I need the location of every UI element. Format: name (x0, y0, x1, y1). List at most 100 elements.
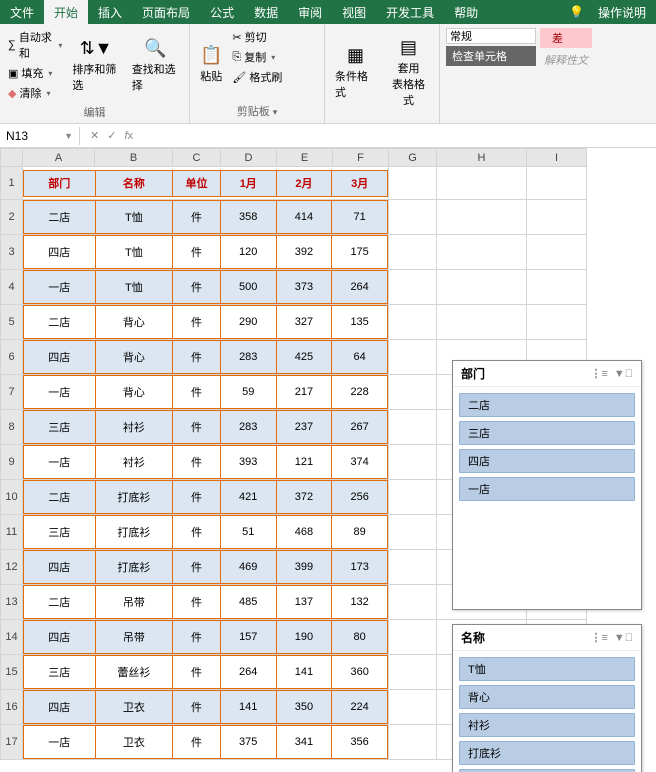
tab-data[interactable]: 数据 (244, 0, 288, 24)
cell-m1[interactable]: 51 (220, 516, 276, 549)
cell-name[interactable]: 打底衫 (95, 481, 173, 514)
row-header[interactable]: 15 (1, 655, 23, 690)
col-header[interactable]: G (389, 149, 437, 167)
tab-insert[interactable]: 插入 (88, 0, 132, 24)
cell-dept[interactable]: 四店 (24, 551, 96, 584)
cell-m2[interactable]: 121 (276, 446, 332, 479)
slicer-item[interactable]: 背心 (459, 685, 635, 709)
cell-dept[interactable]: 一店 (24, 726, 96, 759)
col-header[interactable]: E (277, 149, 333, 167)
fill-button[interactable]: ▣填充 (6, 64, 64, 82)
bad-cell-style[interactable]: 差 (540, 28, 592, 48)
cell-m3[interactable]: 89 (332, 516, 388, 549)
cell-m1[interactable]: 469 (220, 551, 276, 584)
col-header[interactable]: A (23, 149, 95, 167)
slicer-item[interactable]: 四店 (459, 449, 635, 473)
cell-m3[interactable]: 228 (332, 376, 388, 409)
tab-view[interactable]: 视图 (332, 0, 376, 24)
cell-dept[interactable]: 二店 (24, 586, 96, 619)
slicer-item[interactable]: 一店 (459, 477, 635, 501)
cell-dept[interactable]: 一店 (24, 376, 96, 409)
cell-unit[interactable]: 件 (173, 481, 221, 514)
cell-m2[interactable]: 373 (276, 271, 332, 304)
cell-m2[interactable]: 468 (276, 516, 332, 549)
find-select-button[interactable]: 🔍查找和选择 (128, 28, 183, 102)
cell-dept[interactable]: 三店 (24, 411, 96, 444)
conditional-format-button[interactable]: ▦条件格式 (331, 28, 380, 117)
format-painter-button[interactable]: 🖌格式刷 (230, 68, 284, 86)
cell-m3[interactable]: 71 (332, 201, 388, 234)
row-header[interactable]: 14 (1, 620, 23, 655)
cell-name[interactable]: 卫衣 (95, 691, 173, 724)
row-header[interactable]: 4 (1, 270, 23, 305)
slicer-item[interactable]: 三店 (459, 421, 635, 445)
cell-unit[interactable]: 件 (173, 446, 221, 479)
cell-name[interactable]: T恤 (95, 271, 173, 304)
cell-unit[interactable]: 件 (173, 376, 221, 409)
cell-name[interactable]: 打底衫 (95, 551, 173, 584)
col-header[interactable]: F (333, 149, 389, 167)
multiselect-icon[interactable]: ⋮≡ (590, 367, 607, 380)
cell-m3[interactable]: 267 (332, 411, 388, 444)
cell-unit[interactable]: 件 (173, 691, 221, 724)
col-header[interactable]: D (221, 149, 277, 167)
cell-name[interactable]: 背心 (95, 341, 173, 374)
slicer-item[interactable]: 二店 (459, 393, 635, 417)
cell-name[interactable]: T恤 (95, 236, 173, 269)
cell-name[interactable]: 衬衫 (95, 411, 173, 444)
cell-m3[interactable]: 374 (332, 446, 388, 479)
cell-unit[interactable]: 件 (173, 726, 221, 759)
row-header[interactable]: 11 (1, 515, 23, 550)
col-header[interactable]: B (95, 149, 173, 167)
check-cell-style[interactable]: 检查单元格 (446, 46, 536, 66)
name-box[interactable]: N13▼ (0, 127, 80, 145)
multiselect-icon[interactable]: ⋮≡ (590, 631, 607, 644)
cell-name[interactable]: 背心 (95, 306, 173, 339)
cell-name[interactable]: 卫衣 (95, 726, 173, 759)
cell-unit[interactable]: 件 (173, 516, 221, 549)
cell-name[interactable]: T恤 (95, 201, 173, 234)
tab-dev[interactable]: 开发工具 (376, 0, 444, 24)
cell-m2[interactable]: 425 (276, 341, 332, 374)
row-header[interactable]: 8 (1, 410, 23, 445)
cell-unit[interactable]: 件 (173, 306, 221, 339)
cell-unit[interactable]: 件 (173, 656, 221, 689)
cell-m3[interactable]: 132 (332, 586, 388, 619)
tab-help[interactable]: 帮助 (444, 0, 488, 24)
slicer-name[interactable]: 名称 ⋮≡ ▼⃠ T恤背心衬衫打底衫吊带蕾丝衫卫衣 (452, 624, 642, 772)
cell-dept[interactable]: 四店 (24, 621, 96, 654)
cell-name[interactable]: 背心 (95, 376, 173, 409)
cell-m2[interactable]: 141 (276, 656, 332, 689)
cell-m2[interactable]: 350 (276, 691, 332, 724)
cell-m1[interactable]: 393 (220, 446, 276, 479)
table-format-button[interactable]: ▤套用 表格格式 (384, 28, 433, 117)
cell-m2[interactable]: 217 (276, 376, 332, 409)
tab-formula[interactable]: 公式 (200, 0, 244, 24)
copy-button[interactable]: ⎘复制 (230, 48, 284, 66)
cell-unit[interactable]: 件 (173, 551, 221, 584)
col-header[interactable]: H (437, 149, 527, 167)
worksheet-grid[interactable]: A B C D E F G H I 1 部门 名称 单位 1月 2月 3月 2 … (0, 148, 656, 772)
col-header[interactable]: I (527, 149, 587, 167)
cell-m1[interactable]: 421 (220, 481, 276, 514)
cell-m1[interactable]: 120 (220, 236, 276, 269)
cell-m1[interactable]: 358 (220, 201, 276, 234)
tab-layout[interactable]: 页面布局 (132, 0, 200, 24)
tab-file[interactable]: 文件 (0, 0, 44, 24)
cell-dept[interactable]: 二店 (24, 481, 96, 514)
clear-filter-icon[interactable]: ▼⃠ (614, 632, 633, 644)
cell-m2[interactable]: 341 (276, 726, 332, 759)
cell-m3[interactable]: 80 (332, 621, 388, 654)
cell-unit[interactable]: 件 (173, 341, 221, 374)
cell-unit[interactable]: 件 (173, 236, 221, 269)
cell-dept[interactable]: 四店 (24, 341, 96, 374)
explanatory-text-style[interactable]: 解释性文 (540, 50, 592, 70)
clear-button[interactable]: ◆清除 (6, 84, 64, 102)
cell-dept[interactable]: 三店 (24, 656, 96, 689)
cell-m3[interactable]: 135 (332, 306, 388, 339)
cell-m2[interactable]: 190 (276, 621, 332, 654)
cell-m1[interactable]: 59 (220, 376, 276, 409)
cell-m2[interactable]: 327 (276, 306, 332, 339)
row-header[interactable]: 13 (1, 585, 23, 620)
cell-unit[interactable]: 件 (173, 621, 221, 654)
